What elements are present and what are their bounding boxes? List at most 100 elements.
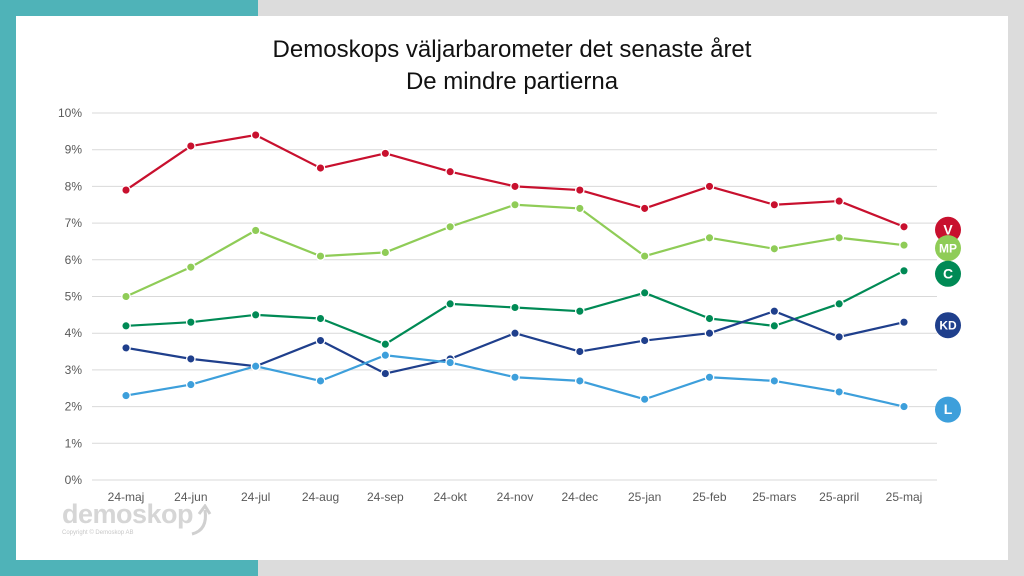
- data-point-v: [639, 203, 650, 214]
- badge-label: L: [944, 401, 953, 417]
- data-point-l: [769, 376, 780, 386]
- y-tick-label: 0%: [65, 473, 83, 487]
- badge-l: L: [935, 396, 961, 423]
- data-point-mp: [899, 240, 909, 250]
- x-tick-label: 25-mars: [752, 490, 796, 504]
- data-point-l: [704, 372, 715, 383]
- logo-wordmark: demoskop: [62, 499, 194, 529]
- y-tick-label: 3%: [65, 363, 83, 377]
- data-point-v: [121, 185, 131, 195]
- data-point-l: [574, 376, 585, 386]
- data-point-kd: [769, 306, 780, 317]
- badge-circle: [935, 396, 961, 423]
- data-point-l: [445, 357, 456, 368]
- logo-copyright: Copyright © Demoskop AB: [62, 530, 134, 536]
- data-point-v: [574, 185, 585, 195]
- data-point-c: [250, 309, 261, 320]
- data-point-mp: [639, 251, 650, 261]
- data-point-c: [574, 306, 585, 317]
- badge-label: V: [943, 221, 953, 237]
- x-tick-label: 24-sep: [367, 490, 404, 504]
- demoskop-logo: demoskop Copyright © Demoskop AB: [62, 500, 232, 550]
- data-point-mp: [445, 221, 456, 232]
- data-point-c: [445, 298, 456, 309]
- x-tick-label: 24-aug: [302, 490, 339, 504]
- data-point-v: [510, 181, 520, 192]
- data-point-v: [380, 148, 391, 159]
- logo-arrow-icon: [191, 504, 212, 536]
- badge-circle: [935, 216, 961, 243]
- data-point-l: [639, 394, 650, 405]
- data-point-c: [704, 313, 715, 324]
- y-tick-label: 4%: [65, 326, 83, 340]
- y-tick-label: 6%: [65, 253, 83, 267]
- data-point-mp: [510, 199, 520, 210]
- data-point-l: [185, 379, 196, 390]
- data-point-mp: [704, 232, 715, 243]
- chart-card: [16, 16, 1008, 560]
- x-tick-label: 25-jan: [628, 490, 661, 504]
- data-point-kd: [185, 354, 196, 364]
- x-tick-label: 25-maj: [886, 490, 923, 504]
- chart-title: Demoskops väljarbarometer det senaste år…: [0, 34, 1024, 98]
- data-point-mp: [185, 262, 196, 272]
- data-point-mp: [574, 203, 585, 214]
- series-points: [121, 130, 909, 412]
- badge-label: C: [943, 265, 953, 281]
- badge-c: C: [935, 260, 961, 287]
- badge-label: KD: [939, 319, 957, 333]
- series-badges: V MP C KD L: [935, 216, 961, 423]
- data-point-l: [899, 401, 909, 412]
- y-tick-label: 1%: [65, 436, 83, 450]
- data-point-kd: [899, 317, 909, 328]
- data-point-l: [380, 350, 391, 361]
- data-point-kd: [121, 343, 131, 353]
- axis-labels: 0% 1% 2% 3% 4% 5% 6% 7% 8% 9% 10% 24-maj 24-jun 24-ju…: [58, 106, 922, 504]
- data-point-l: [121, 390, 131, 401]
- x-tick-label: 24-jul: [241, 490, 270, 504]
- data-point-l: [510, 372, 520, 383]
- data-point-c: [121, 321, 131, 331]
- badge-circle: [935, 235, 961, 262]
- data-point-v: [834, 196, 845, 206]
- y-tick-label: 7%: [65, 216, 83, 230]
- badge-v: V: [935, 216, 961, 243]
- data-point-kd: [315, 335, 326, 346]
- badge-mp: MP: [935, 235, 961, 262]
- data-point-v: [704, 181, 715, 192]
- data-point-kd: [834, 332, 845, 342]
- series-lines: [125, 133, 905, 408]
- data-point-v: [315, 163, 326, 173]
- data-point-kd: [380, 368, 391, 379]
- x-tick-label: 24-nov: [497, 490, 534, 504]
- badge-circle: [935, 312, 961, 339]
- badge-circle: [935, 260, 961, 287]
- data-point-l: [250, 361, 261, 372]
- y-tick-label: 10%: [58, 106, 82, 120]
- chart-title-line2: De mindre partierna: [405, 68, 619, 95]
- series-line-mp: [125, 203, 905, 298]
- badge-label: MP: [939, 242, 957, 256]
- data-point-c: [510, 302, 520, 313]
- x-tick-label: 25-feb: [692, 490, 726, 504]
- data-point-mp: [834, 232, 845, 243]
- series-line-v: [125, 133, 905, 228]
- y-tick-label: 5%: [65, 290, 83, 304]
- x-tick-label: 25-april: [819, 490, 859, 504]
- data-point-kd: [704, 328, 715, 339]
- data-point-c: [769, 321, 780, 331]
- data-point-mp: [315, 251, 326, 261]
- data-point-kd: [574, 346, 585, 357]
- x-tick-label: 24-okt: [433, 490, 467, 504]
- y-tick-label: 2%: [65, 400, 83, 414]
- data-point-mp: [769, 243, 780, 254]
- y-tick-label: 8%: [65, 179, 83, 193]
- data-point-kd: [639, 335, 650, 346]
- data-point-c: [185, 317, 196, 328]
- data-point-v: [769, 199, 780, 210]
- data-point-mp: [380, 247, 391, 258]
- data-point-l: [315, 376, 326, 386]
- data-point-c: [834, 298, 845, 309]
- data-point-kd: [510, 328, 520, 339]
